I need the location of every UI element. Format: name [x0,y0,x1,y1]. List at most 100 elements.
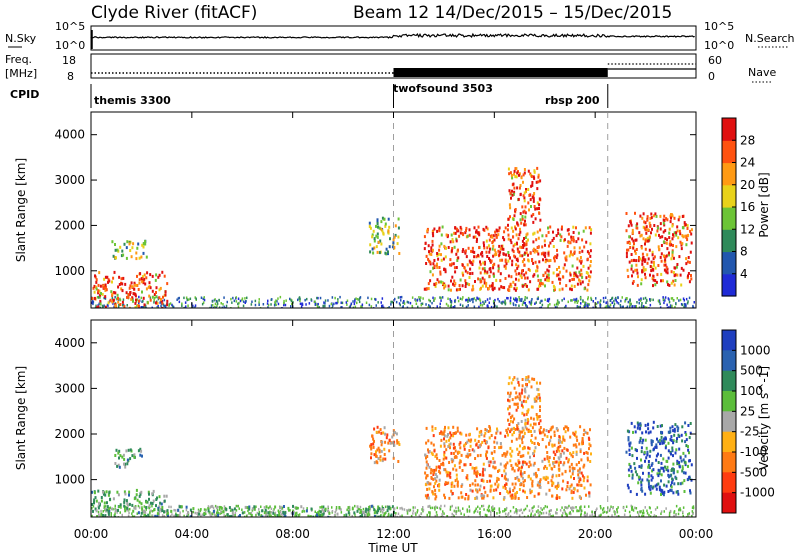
echo-cell [523,258,526,262]
scatter-cell [409,508,412,512]
colorbar-tick-label: -1000 [740,486,775,500]
echo-cell [654,484,657,488]
echo-cell [395,432,398,436]
echo-cell [152,489,155,493]
scatter-cell [330,302,333,306]
echo-cell [511,259,514,263]
time-tick-label: 04:00 [175,527,210,541]
echo-cell [650,212,653,216]
scatter-cell [436,305,438,308]
echo-cell [371,235,374,239]
echo-cell [625,212,628,215]
echo-cell [547,259,550,263]
echo-cell [532,194,535,198]
scatter-cell [546,299,549,302]
scatter-cell [611,301,613,304]
echo-cell [562,435,565,439]
echo-cell [468,228,471,232]
echo-cell [641,431,644,435]
echo-cell [132,292,135,296]
echo-cell [490,259,493,263]
scatter-cell [394,514,396,517]
echo-cell [663,263,666,267]
scatter-cell [532,506,534,510]
echo-cell [545,445,548,449]
scatter-cell [131,512,133,515]
echo-cell [521,465,523,469]
scatter-cell [194,304,197,307]
echo-cell [489,489,492,493]
echo-cell [565,255,568,259]
colorbar-tick-label: 12 [740,222,755,236]
echo-cell [690,274,692,277]
echo-cell [102,492,105,496]
echo-cell [471,489,474,493]
echo-cell [524,387,527,391]
echo-cell [538,203,541,207]
scatter-cell [602,507,605,510]
echo-cell [319,510,322,514]
echo-cell [534,217,537,221]
time-tick-label: 00:00 [74,527,109,541]
echo-cell [493,446,496,449]
echo-cell [510,454,513,458]
scatter-cell [436,506,438,509]
echo-cell [631,274,633,278]
echo-cell [438,248,441,252]
scatter-cell [319,296,322,300]
echo-cell [644,423,647,427]
scatter-cell [336,301,338,305]
echo-cell [465,441,467,445]
echo-cell [375,430,378,434]
echo-cell [459,460,462,464]
scatter-cell [479,303,482,307]
echo-cell [143,273,146,277]
echo-cell [626,241,629,245]
echo-cell [534,207,537,211]
scatter-cell [612,506,614,510]
echo-cell [546,476,549,480]
echo-cell [649,484,652,488]
echo-cell [532,417,535,421]
scatter-cell [346,508,348,512]
scatter-cell [457,506,460,509]
echo-cell [427,287,430,291]
echo-cell [638,231,641,235]
scatter-cell [209,506,212,509]
scatter-cell [255,513,257,517]
echo-cell [160,502,163,506]
echo-cell [575,435,578,439]
scatter-cell [609,306,611,308]
echo-cell [664,237,667,241]
scatter-cell [270,514,272,517]
echo-cell [426,487,429,491]
scatter-cell [251,509,254,512]
echo-cell [486,450,489,454]
scatter-cell [275,303,277,306]
scatter-cell [273,513,276,516]
scatter-cell [216,511,218,514]
echo-cell [438,465,441,469]
echo-cell [122,253,125,257]
echo-cell [571,278,574,281]
echo-cell [483,262,486,266]
scatter-cell [683,305,685,308]
echo-cell [466,271,469,275]
echo-cell [465,454,468,458]
echo-cell [379,239,382,243]
echo-cell [568,254,571,258]
echo-cell [378,430,380,434]
echo-cell [559,277,562,281]
echo-cell [369,444,372,448]
scatter-cell [445,302,448,306]
scatter-cell [105,510,107,513]
scatter-cell [156,306,159,308]
scatter-cell [235,509,238,512]
echo-cell [660,272,663,276]
scatter-cell [189,297,192,300]
scatter-cell [599,299,602,302]
echo-cell [118,283,121,286]
echo-cell [676,462,679,466]
scatter-cell [170,505,172,509]
echo-cell [536,187,539,191]
